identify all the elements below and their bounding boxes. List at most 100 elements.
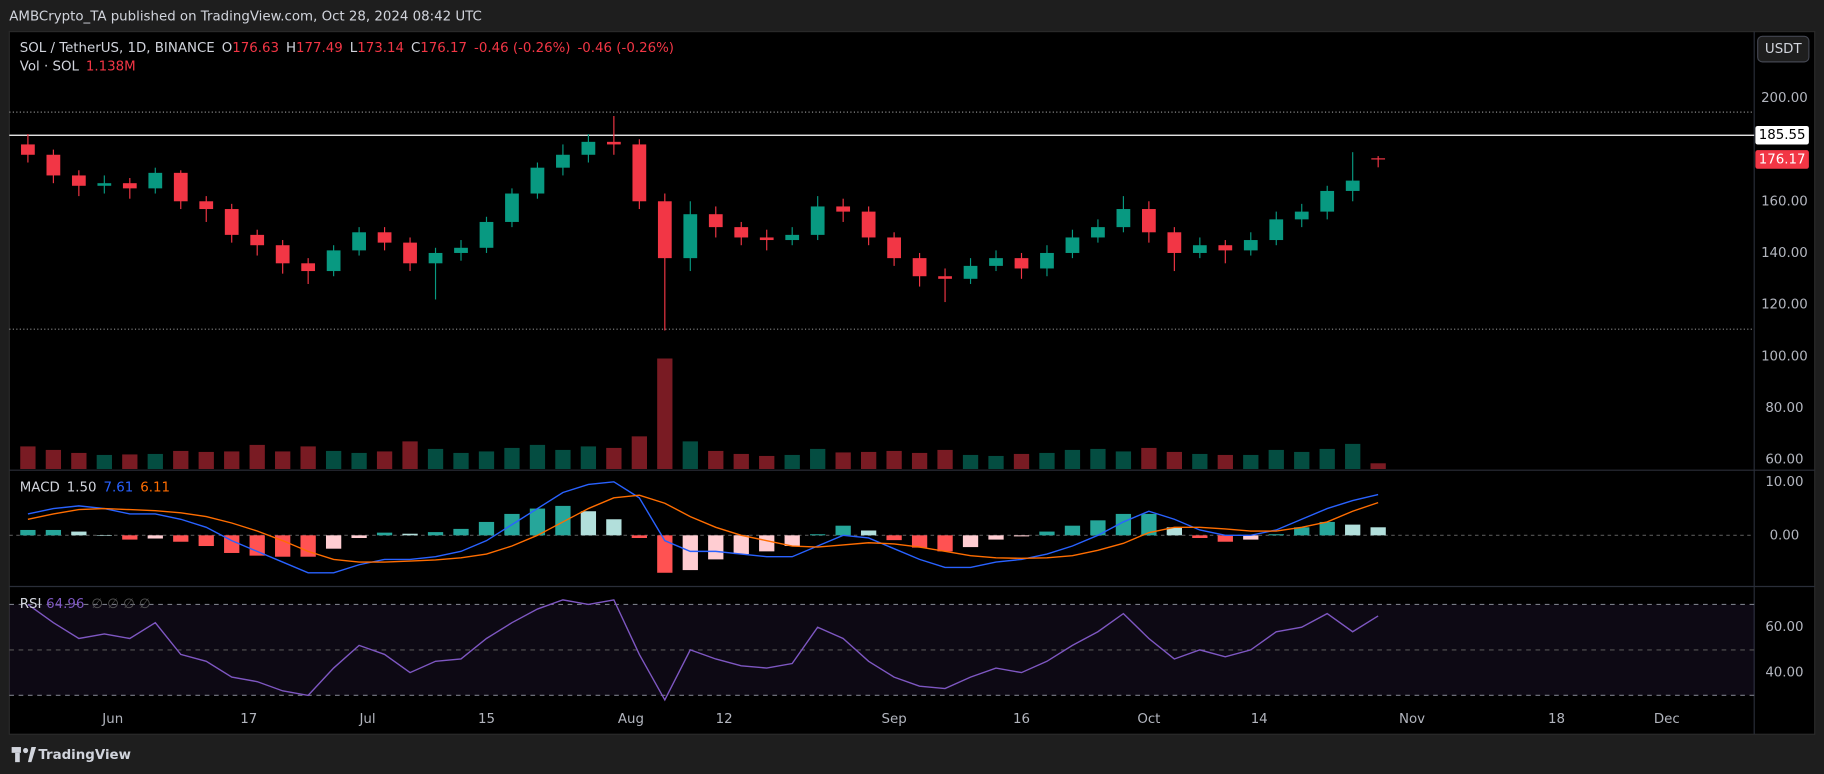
macd-histogram-bar	[147, 535, 163, 539]
volume-bar	[453, 452, 469, 470]
candle-body	[887, 237, 901, 259]
macd-histogram-bar	[860, 530, 877, 536]
legend: RSI 64.96 ∅ ∅ ∅ ∅	[20, 597, 151, 612]
y-tick-label: 80.00	[1765, 401, 1803, 416]
y-tick-label: 140.00	[1761, 246, 1808, 261]
candle-body	[657, 201, 672, 259]
tradingview-logo	[11, 747, 37, 763]
y-tick-label: 60.00	[1765, 620, 1803, 635]
legend-item: 177.49	[296, 41, 343, 56]
legend: MACD 1.50 7.61 6.11	[20, 481, 170, 496]
macd-histogram-bar	[300, 535, 316, 557]
candle-body	[938, 276, 952, 279]
volume-bar	[835, 452, 851, 470]
volume-bar	[606, 447, 622, 470]
x-tick-label: 16	[1013, 712, 1030, 727]
volume-bar	[1294, 451, 1310, 470]
volume-bar	[96, 454, 112, 470]
candle-body	[21, 144, 35, 155]
x-tick-label: Dec	[1654, 712, 1680, 727]
legend-item: 6.11	[140, 481, 170, 496]
legend-item: 1.50	[67, 481, 97, 496]
macd-histogram-bar	[1013, 535, 1030, 537]
volume-bar	[886, 450, 902, 470]
volume-bar	[1013, 453, 1030, 470]
macd-histogram-bar	[20, 529, 36, 536]
volume-bar	[147, 453, 163, 470]
macd-histogram-bar	[249, 535, 265, 556]
candle-body	[1141, 209, 1156, 233]
volume-bar	[911, 452, 928, 470]
x-tick-label: Nov	[1399, 712, 1425, 727]
macd-histogram-bar	[784, 535, 800, 547]
volume-bar	[657, 358, 673, 470]
macd-histogram-bar	[1217, 535, 1233, 542]
volume-bar	[759, 455, 775, 470]
legend-item: 173.14	[357, 41, 404, 56]
macd-histogram-bar	[1319, 521, 1335, 536]
x-tick-label: Oct	[1137, 712, 1160, 727]
macd-histogram-bar	[1192, 535, 1208, 538]
y-tick-label: 0.00	[1770, 528, 1800, 543]
volume-bar	[988, 455, 1004, 470]
volume-bar	[20, 446, 36, 470]
macd-histogram-bar	[529, 508, 546, 536]
candle-body	[1269, 219, 1284, 241]
published-line: AMBCrypto_TA published on TradingView.co…	[9, 10, 482, 25]
candle-body	[1014, 258, 1029, 269]
macd-histogram-bar	[759, 535, 775, 552]
candle-body	[97, 183, 112, 186]
candle-body	[556, 154, 570, 168]
candle-body	[173, 172, 188, 202]
volume-bar	[71, 452, 87, 470]
macd-title: MACD	[20, 481, 60, 496]
currency-label[interactable]: USDT	[1765, 42, 1803, 57]
legend-item: O	[222, 41, 233, 56]
x-tick-label: Jun	[101, 712, 123, 727]
candle-body	[148, 172, 163, 189]
y-tick-label: 10.00	[1765, 475, 1803, 490]
legend-item: ∅ ∅ ∅ ∅	[91, 597, 150, 612]
macd-histogram-bar	[1268, 534, 1284, 536]
candle-body	[1218, 245, 1233, 251]
volume-bar	[1141, 447, 1157, 470]
macd-histogram-bar	[1115, 513, 1132, 536]
macd-histogram-bar	[71, 531, 87, 536]
macd-histogram-bar	[1243, 535, 1259, 540]
macd-histogram-bar	[1345, 524, 1361, 536]
candle-body	[1065, 237, 1080, 253]
y-tick-label: 200.00	[1761, 91, 1808, 106]
macd-histogram-bar	[402, 533, 418, 536]
legend-item: -0.46 (-0.26%)	[577, 41, 674, 56]
volume-bar	[1243, 454, 1259, 470]
macd-histogram-bar	[198, 535, 214, 547]
volume-bar	[810, 448, 826, 470]
volume-bar	[351, 452, 367, 470]
legend-item: H	[286, 41, 296, 56]
legend-item: 64.96	[46, 597, 84, 612]
candle-body	[1243, 240, 1258, 251]
currency-button[interactable]	[1757, 35, 1810, 63]
volume-bar	[376, 451, 393, 470]
volume-bar	[580, 446, 597, 470]
footer-brand: TradingView	[38, 748, 131, 763]
candle-body	[250, 234, 265, 246]
candle-body	[326, 250, 341, 272]
y-tick-label: 120.00	[1761, 298, 1808, 313]
volume-bar	[1064, 449, 1081, 470]
candle-body	[505, 193, 519, 222]
y-tick-label: 40.00	[1765, 666, 1803, 681]
legend: SOL / TetherUS, 1D, BINANCE O176.63 H177.4…	[20, 41, 674, 56]
candle-body	[46, 154, 61, 176]
macd-histogram-bar	[1090, 520, 1106, 536]
macd-histogram-bar	[351, 535, 367, 538]
candle-body	[403, 242, 417, 264]
macd-histogram-bar	[988, 535, 1004, 540]
macd-histogram-bar	[1166, 527, 1182, 536]
candle-body	[632, 144, 647, 202]
volume-bar	[784, 454, 800, 470]
macd-histogram-bar	[224, 535, 240, 553]
candle-body	[199, 201, 214, 210]
legend-item: -0.46 (-0.26%)	[474, 41, 570, 56]
legend-item: L	[350, 41, 358, 56]
